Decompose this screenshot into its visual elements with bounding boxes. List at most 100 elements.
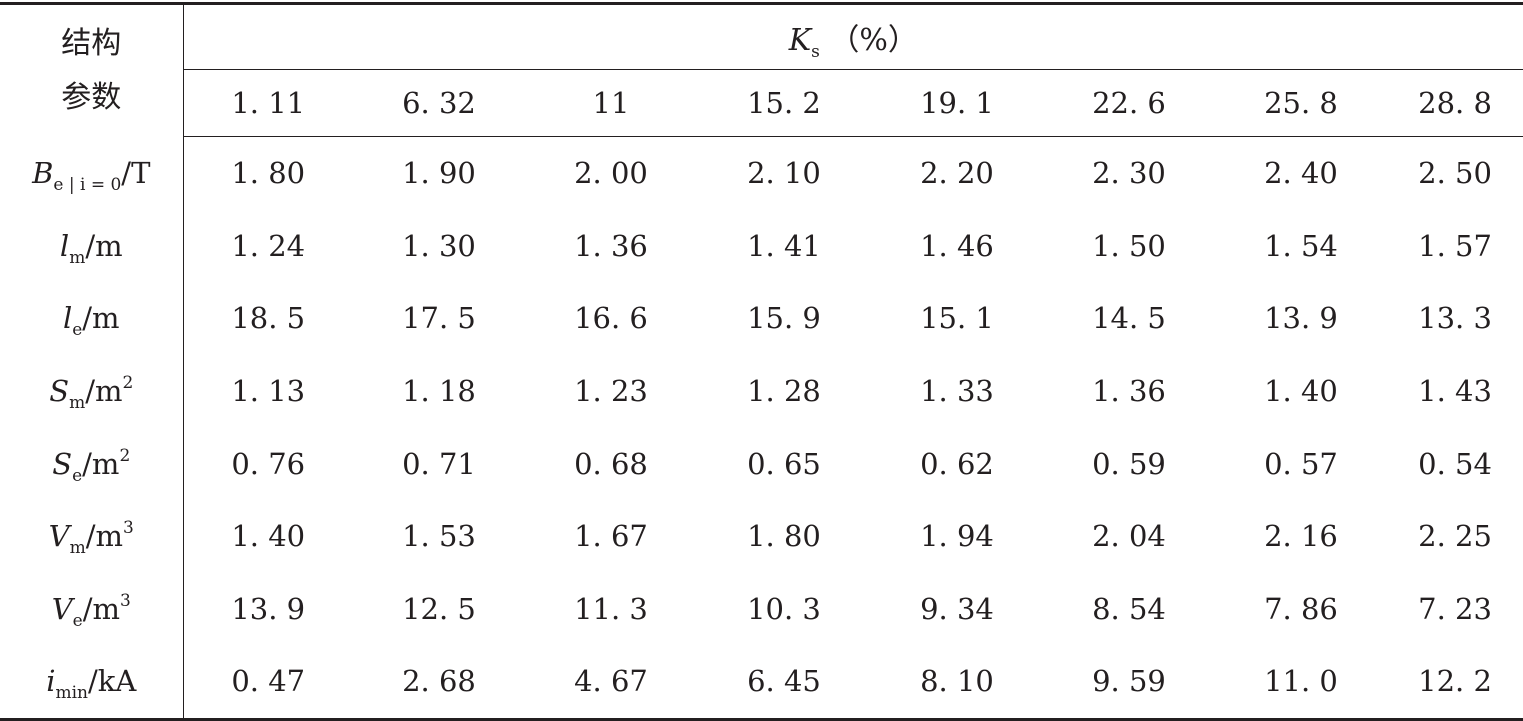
parameter-symbol: V [51,591,73,626]
parameter-subscript: m [69,393,86,414]
table-cell: 7. 86 [1264,591,1338,626]
column-header-ks-value: 25. 8 [1215,69,1387,137]
row-parameter-label: Se/m2 [0,427,184,500]
table-cell: 9. 34 [920,591,994,626]
column-header-ks-value: 22. 6 [1043,69,1215,137]
parameter-unit: /m [85,228,123,263]
table-cell: 1. 24 [231,228,306,263]
table-cell: 0. 76 [231,446,306,481]
parameter-unit: /kA [88,664,137,699]
table-cell: 2. 40 [1264,156,1338,191]
parameter-subscript: m [69,247,86,268]
table-cell: 1. 36 [1092,374,1166,409]
table-cell: 1. 50 [1092,228,1166,263]
parameter-symbol: S [52,446,73,481]
stub-header-line2: 参数 [61,79,122,115]
ks-unit: （%） [829,23,918,58]
parameter-symbol: V [48,519,70,554]
table-row: Be | i = 0/T 1. 80 1. 90 2. 00 2. 10 2. 20 2. … [0,136,1523,210]
parameter-symbol: l [62,301,73,336]
parameter-subscript: e | i = 0 [53,175,122,196]
table-cell: 2. 04 [1092,519,1166,554]
table-row: imin/kA 0. 47 2. 68 4. 67 6. 45 8. 10 9. 59 11.… [0,645,1523,721]
table-cell: 0. 71 [402,446,476,481]
parameter-symbol: S [49,374,70,409]
table-cell: 2. 10 [747,156,821,191]
table-cell: 15. 1 [920,301,994,336]
table-cell: 4. 67 [525,645,697,721]
column-header-ks-value: 11 [525,69,697,137]
parameter-subscript: e [72,320,83,341]
table-cell: 2. 30 [1092,156,1166,191]
table-cell: 6. 45 [697,645,871,721]
table-cell: 18. 5 [231,301,306,336]
table-row: Ve/m3 13. 9 12. 5 11. 3 10. 3 9. 34 8. 54 7. 86… [0,572,1523,646]
table-cell: 14. 5 [1092,301,1166,336]
table-row: lm/m 1. 24 1. 30 1. 36 1. 41 1. 46 1. 50 1. 54 1… [0,209,1523,283]
table-cell: 1. 57 [1418,228,1492,263]
table-cell: 0. 65 [747,446,821,481]
parameter-symbol: i [46,664,56,699]
table-row: Vm/m3 1. 40 1. 53 1. 67 1. 80 1. 94 2. 04 2. 16… [0,499,1523,573]
row-parameter-label: Vm/m3 [0,499,184,573]
table-cell: 1. 36 [574,228,648,263]
table-cell: 17. 5 [402,301,476,336]
table-cell: 1. 33 [920,374,994,409]
table-cell: 1. 43 [1418,374,1492,409]
table-cell: 12. 5 [402,591,476,626]
table-cell: 1. 13 [231,374,306,409]
table-cell: 0. 59 [1092,446,1166,481]
column-header-ks-value: 19. 1 [871,69,1043,137]
table-cell: 1. 90 [402,156,476,191]
table-cell: 7. 23 [1418,591,1492,626]
column-header-ks-value: 28. 8 [1387,69,1523,137]
table-row: Sm/m2 1. 13 1. 18 1. 23 1. 28 1. 33 1. 36 1. 40… [0,354,1523,428]
table-cell: 0. 68 [574,446,648,481]
row-parameter-label: imin/kA [0,645,184,721]
table-cell: 1. 40 [231,519,306,554]
parameter-unit: /T [121,156,151,191]
table-cell: 1. 40 [1264,374,1338,409]
table-cell: 0. 62 [920,446,994,481]
table-cell: 13. 9 [231,591,306,626]
table-cell: 0. 54 [1418,446,1492,481]
table-cell: 1. 28 [747,374,821,409]
stub-header-line1: 结构 [61,25,122,61]
table-cell: 1. 23 [574,374,648,409]
parameter-unit: /m [85,374,123,409]
parameter-subscript: e [72,465,83,486]
column-header-ks-value: 6. 32 [353,69,525,137]
table-cell: 1. 46 [920,228,994,263]
parameter-unit: /m [82,301,120,336]
table-cell: 1. 53 [402,519,476,554]
row-parameter-label: Ve/m3 [0,572,184,646]
parameter-symbol: B [32,156,54,191]
parameter-unit: /m [82,591,120,626]
table-cell: 1. 18 [402,374,476,409]
table-cell: 15. 9 [747,301,821,336]
table-cell: 1. 54 [1264,228,1338,263]
row-parameter-label: lm/m [0,209,184,283]
parameter-symbol: l [59,228,70,263]
table-cell: 2. 00 [574,156,648,191]
table-cell: 10. 3 [747,591,821,626]
table-cell: 2. 25 [1418,519,1492,554]
column-header-ks-value: 15. 2 [697,69,871,137]
table-cell: 9. 59 [1043,645,1215,721]
table-row: Se/m2 0. 76 0. 71 0. 68 0. 65 0. 62 0. 59 0. 57… [0,427,1523,500]
table-cell: 0. 47 [183,645,353,721]
table-cell: 8. 54 [1092,591,1166,626]
table-cell: 1. 67 [574,519,648,554]
table-cell: 11. 0 [1215,645,1387,721]
column-header-ks-value: 1. 11 [183,69,353,137]
table-cell: 8. 10 [871,645,1043,721]
parameter-unit: /m [82,446,120,481]
table-cell: 11. 3 [574,591,648,626]
unit-exponent: 3 [119,590,131,611]
table-cell: 1. 30 [402,228,476,263]
table-cell: 2. 50 [1418,156,1492,191]
row-parameter-label: Sm/m2 [0,354,184,428]
ks-subscript: s [811,42,820,62]
table-cell: 2. 20 [920,156,994,191]
stub-header: 结构 参数 [0,2,184,137]
